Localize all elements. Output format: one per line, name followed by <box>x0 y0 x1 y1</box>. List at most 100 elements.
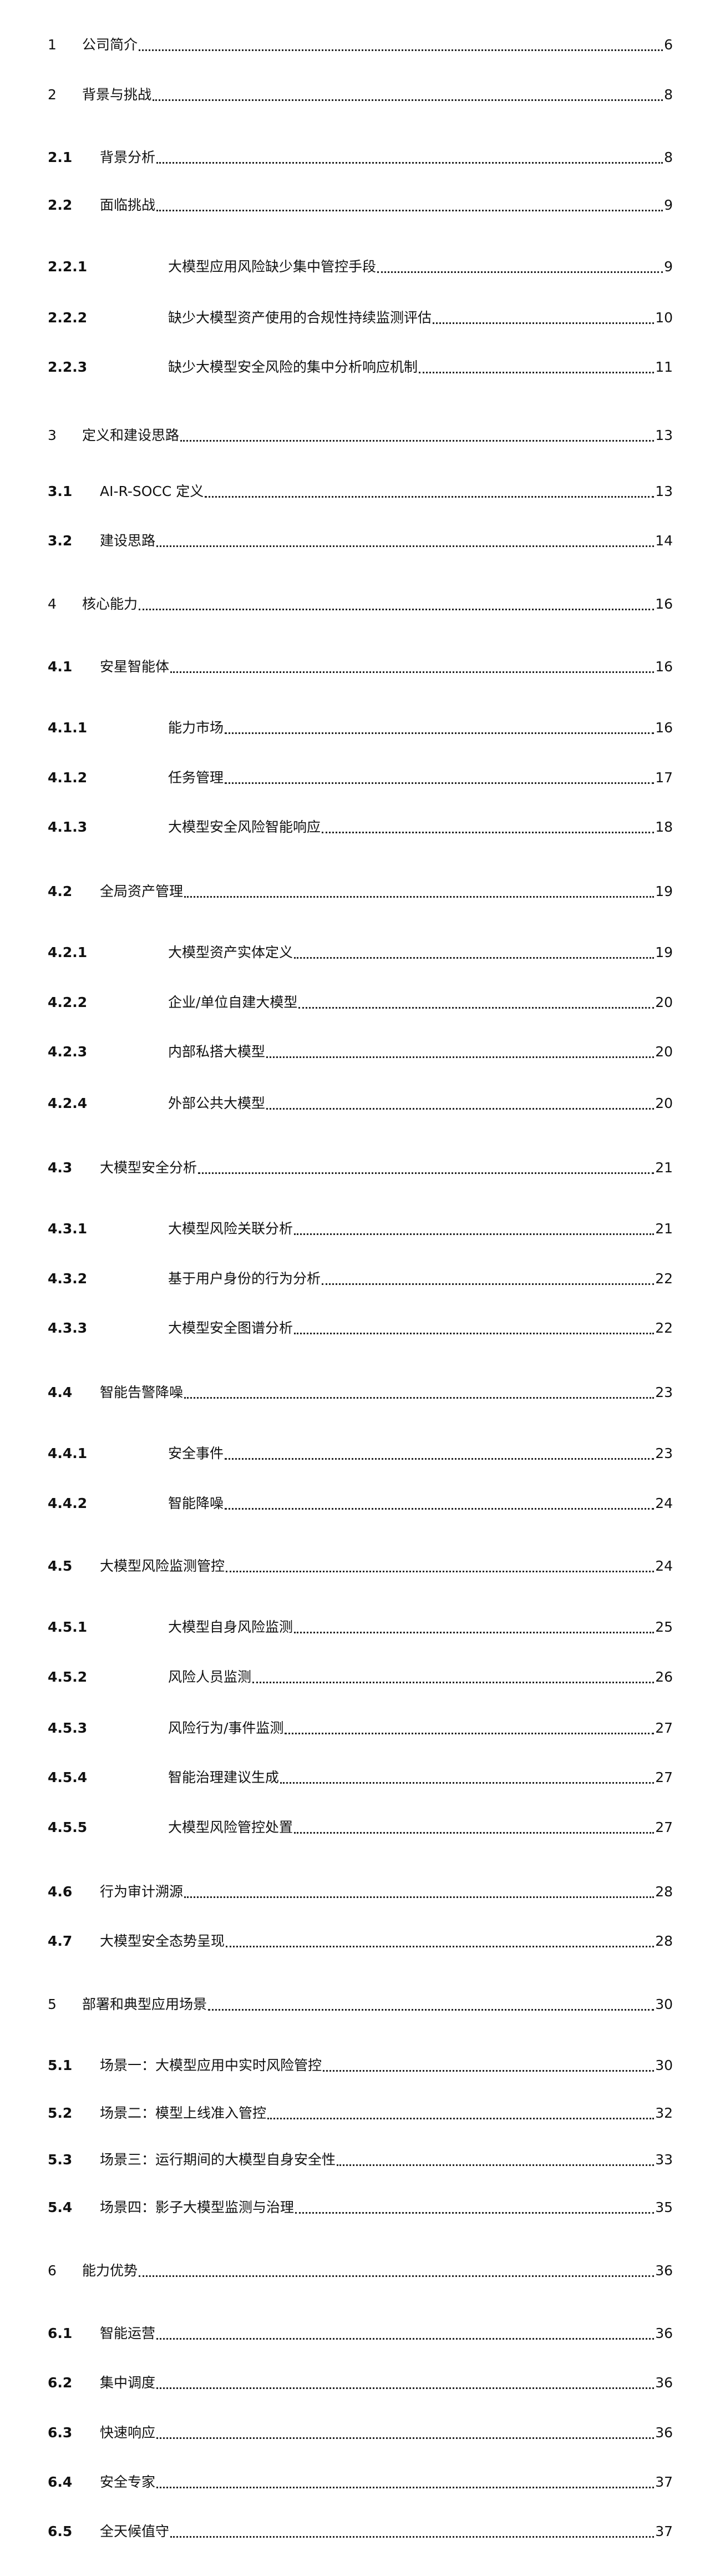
toc-entry-title[interactable]: 部署和典型应用场景 <box>82 1996 207 2012</box>
toc-entry[interactable]: 4.1.3 大模型安全风险智能响应 18 <box>48 816 673 838</box>
toc-entry-title[interactable]: 风险人员监测 <box>168 1669 252 1685</box>
toc-entry-title[interactable]: 企业/单位自建大模型 <box>168 994 298 1010</box>
toc-entry[interactable]: 2.1 背景分析 8 <box>48 146 673 169</box>
toc-entry-title[interactable]: 大模型安全风险智能响应 <box>168 819 321 835</box>
toc-entry-title[interactable]: 核心能力 <box>82 596 138 612</box>
toc-entry[interactable]: 4.3.3 大模型安全图谱分析 22 <box>48 1317 673 1339</box>
toc-entry[interactable]: 5.1 场景一：大模型应用中实时风险管控 30 <box>48 2054 673 2077</box>
toc-entry[interactable]: 4.3 大模型安全分析 21 <box>48 1157 673 1179</box>
toc-entry[interactable]: 4.5.1 大模型自身风险监测 25 <box>48 1616 673 1638</box>
toc-entry-title[interactable]: 大模型安全态势呈现 <box>100 1933 225 1949</box>
toc-entry[interactable]: 5.3 场景三：运行期间的大模型自身安全性 33 <box>48 2149 673 2171</box>
toc-entry-title[interactable]: 智能降噪 <box>168 1495 224 1511</box>
toc-entry[interactable]: 4.4 智能告警降噪 23 <box>48 1381 673 1404</box>
toc-entry[interactable]: 4.7 大模型安全态势呈现 28 <box>48 1930 673 1952</box>
toc-entry-title[interactable]: 大模型风险关联分析 <box>168 1221 293 1237</box>
toc-entry-title[interactable]: 大模型应用风险缺少集中管控手段 <box>168 259 377 275</box>
toc-entry[interactable]: 4.3.1 大模型风险关联分析 21 <box>48 1218 673 1240</box>
toc-entry-title[interactable]: 智能运营 <box>100 2325 156 2341</box>
toc-entry[interactable]: 4.2.3 内部私搭大模型 20 <box>48 1041 673 1063</box>
toc-entry[interactable]: 4.1.1 能力市场 16 <box>48 717 673 739</box>
toc-entry[interactable]: 5.4 场景四：影子大模型监测与治理 35 <box>48 2197 673 2219</box>
toc-entry-title[interactable]: 安全事件 <box>168 1445 224 1461</box>
toc-entry[interactable]: 2.2.2 缺少大模型资产使用的合规性持续监测评估 10 <box>48 307 673 329</box>
toc-entry-title[interactable]: 集中调度 <box>100 2375 156 2391</box>
toc-entry-title[interactable]: 风险行为/事件监测 <box>168 1720 284 1736</box>
toc-entry[interactable]: 6.1 智能运营 36 <box>48 2322 673 2345</box>
toc-entry-title[interactable]: 背景分析 <box>100 149 156 165</box>
toc-entry[interactable]: 5 部署和典型应用场景 30 <box>48 1993 673 2016</box>
toc-entry-page: 36 <box>655 2325 673 2341</box>
toc-entry-title[interactable]: 大模型风险监测管控 <box>100 1558 225 1574</box>
toc-entry-title[interactable]: 智能治理建议生成 <box>168 1769 280 1785</box>
toc-entry[interactable]: 4.2.1 大模型资产实体定义 19 <box>48 942 673 964</box>
toc-entry-title[interactable]: 行为审计溯源 <box>100 1884 184 1900</box>
toc-entry[interactable]: 4.1.2 任务管理 17 <box>48 767 673 789</box>
toc-entry-title[interactable]: 快速响应 <box>100 2425 156 2441</box>
toc-entry-title[interactable]: 场景三：运行期间的大模型自身安全性 <box>100 2152 336 2168</box>
toc-entry-page: 19 <box>655 883 673 899</box>
toc-entry[interactable]: 4.5 大模型风险监测管控 24 <box>48 1555 673 1577</box>
toc-entry[interactable]: 4.5.5 大模型风险管控处置 27 <box>48 1816 673 1839</box>
toc-entry[interactable]: 2.2 面临挑战 9 <box>48 194 673 216</box>
toc-entry-page: 11 <box>655 359 673 375</box>
toc-entry-title[interactable]: 大模型自身风险监测 <box>168 1619 293 1635</box>
toc-entry-title[interactable]: 能力市场 <box>168 720 224 736</box>
dot-leader <box>294 1832 655 1834</box>
toc-entry[interactable]: 5.2 场景二：模型上线准入管控 32 <box>48 2102 673 2124</box>
toc-entry-title[interactable]: 缺少大模型资产使用的合规性持续监测评估 <box>168 310 432 326</box>
toc-entry-title[interactable]: 任务管理 <box>168 770 224 786</box>
toc-entry-number: 6.1 <box>48 2325 73 2341</box>
toc-entry[interactable]: 3.1 AI-R-SOCC 定义 13 <box>48 480 673 503</box>
toc-entry[interactable]: 6.2 集中调度 36 <box>48 2372 673 2394</box>
toc-entry[interactable]: 4.1 安星智能体 16 <box>48 656 673 678</box>
toc-entry[interactable]: 4.2.4 外部公共大模型 20 <box>48 1092 673 1115</box>
toc-entry-title[interactable]: 场景二：模型上线准入管控 <box>100 2105 267 2121</box>
toc-entry-title[interactable]: 安全专家 <box>100 2474 156 2490</box>
toc-entry-title[interactable]: 建设思路 <box>100 533 156 549</box>
toc-entry-title[interactable]: AI-R-SOCC 定义 <box>100 483 204 499</box>
toc-entry-title[interactable]: 全局资产管理 <box>100 883 184 899</box>
toc-entry[interactable]: 6 能力优势 36 <box>48 2260 673 2282</box>
toc-entry-title[interactable]: 智能告警降噪 <box>100 1384 184 1400</box>
toc-entry-title[interactable]: 外部公共大模型 <box>168 1095 266 1111</box>
toc-entry-title[interactable]: 大模型风险管控处置 <box>168 1819 293 1835</box>
toc-entry-title[interactable]: 场景一：大模型应用中实时风险管控 <box>100 2057 322 2073</box>
toc-entry[interactable]: 3.2 建设思路 14 <box>48 530 673 552</box>
toc-entry-title[interactable]: 大模型安全图谱分析 <box>168 1320 293 1336</box>
toc-entry[interactable]: 3 定义和建设思路 13 <box>48 424 673 447</box>
toc-entry[interactable]: 4.6 行为审计溯源 28 <box>48 1881 673 1903</box>
toc-entry[interactable]: 6.3 快速响应 36 <box>48 2422 673 2444</box>
toc-entry[interactable]: 4.4.2 智能降噪 24 <box>48 1492 673 1515</box>
toc-entry-title[interactable]: 面临挑战 <box>100 197 156 213</box>
toc-entry-title[interactable]: 安星智能体 <box>100 659 170 675</box>
toc-entry[interactable]: 4 核心能力 16 <box>48 593 673 615</box>
toc-entry-title[interactable]: 公司简介 <box>82 37 138 53</box>
toc-entry-title[interactable]: 能力优势 <box>82 2263 138 2279</box>
toc-entry-title[interactable]: 背景与挑战 <box>82 87 152 103</box>
toc-entry[interactable]: 4.2.2 企业/单位自建大模型 20 <box>48 991 673 1014</box>
toc-entry[interactable]: 4.5.2 风险人员监测 26 <box>48 1666 673 1688</box>
toc-entry[interactable]: 2.2.1 大模型应用风险缺少集中管控手段 9 <box>48 256 673 278</box>
toc-entry-page: 30 <box>655 2057 673 2073</box>
dot-leader <box>156 2437 655 2439</box>
toc-entry-title[interactable]: 基于用户身份的行为分析 <box>168 1271 321 1287</box>
toc-entry[interactable]: 4.5.3 风险行为/事件监测 27 <box>48 1717 673 1739</box>
toc-entry[interactable]: 4.4.1 安全事件 23 <box>48 1443 673 1465</box>
toc-entry[interactable]: 6.4 安全专家 37 <box>48 2471 673 2493</box>
toc-entry-title[interactable]: 场景四：影子大模型监测与治理 <box>100 2199 295 2215</box>
toc-entry-title[interactable]: 大模型资产实体定义 <box>168 944 293 960</box>
toc-entry-title[interactable]: 缺少大模型安全风险的集中分析响应机制 <box>168 359 418 375</box>
toc-entry[interactable]: 4.5.4 智能治理建议生成 27 <box>48 1767 673 1789</box>
toc-entry[interactable]: 6.5 全天候值守 37 <box>48 2521 673 2543</box>
dot-leader <box>156 2338 655 2340</box>
toc-entry-title[interactable]: 内部私搭大模型 <box>168 1044 266 1060</box>
toc-entry[interactable]: 2.2.3 缺少大模型安全风险的集中分析响应机制 11 <box>48 356 673 378</box>
toc-entry-title[interactable]: 定义和建设思路 <box>82 427 180 443</box>
toc-entry[interactable]: 4.3.2 基于用户身份的行为分析 22 <box>48 1268 673 1290</box>
toc-entry[interactable]: 2 背景与挑战 8 <box>48 84 673 106</box>
toc-entry[interactable]: 4.2 全局资产管理 19 <box>48 880 673 903</box>
toc-entry-title[interactable]: 全天候值守 <box>100 2523 170 2539</box>
toc-entry[interactable]: 1 公司简介 6 <box>48 34 673 56</box>
toc-entry-title[interactable]: 大模型安全分析 <box>100 1160 197 1176</box>
